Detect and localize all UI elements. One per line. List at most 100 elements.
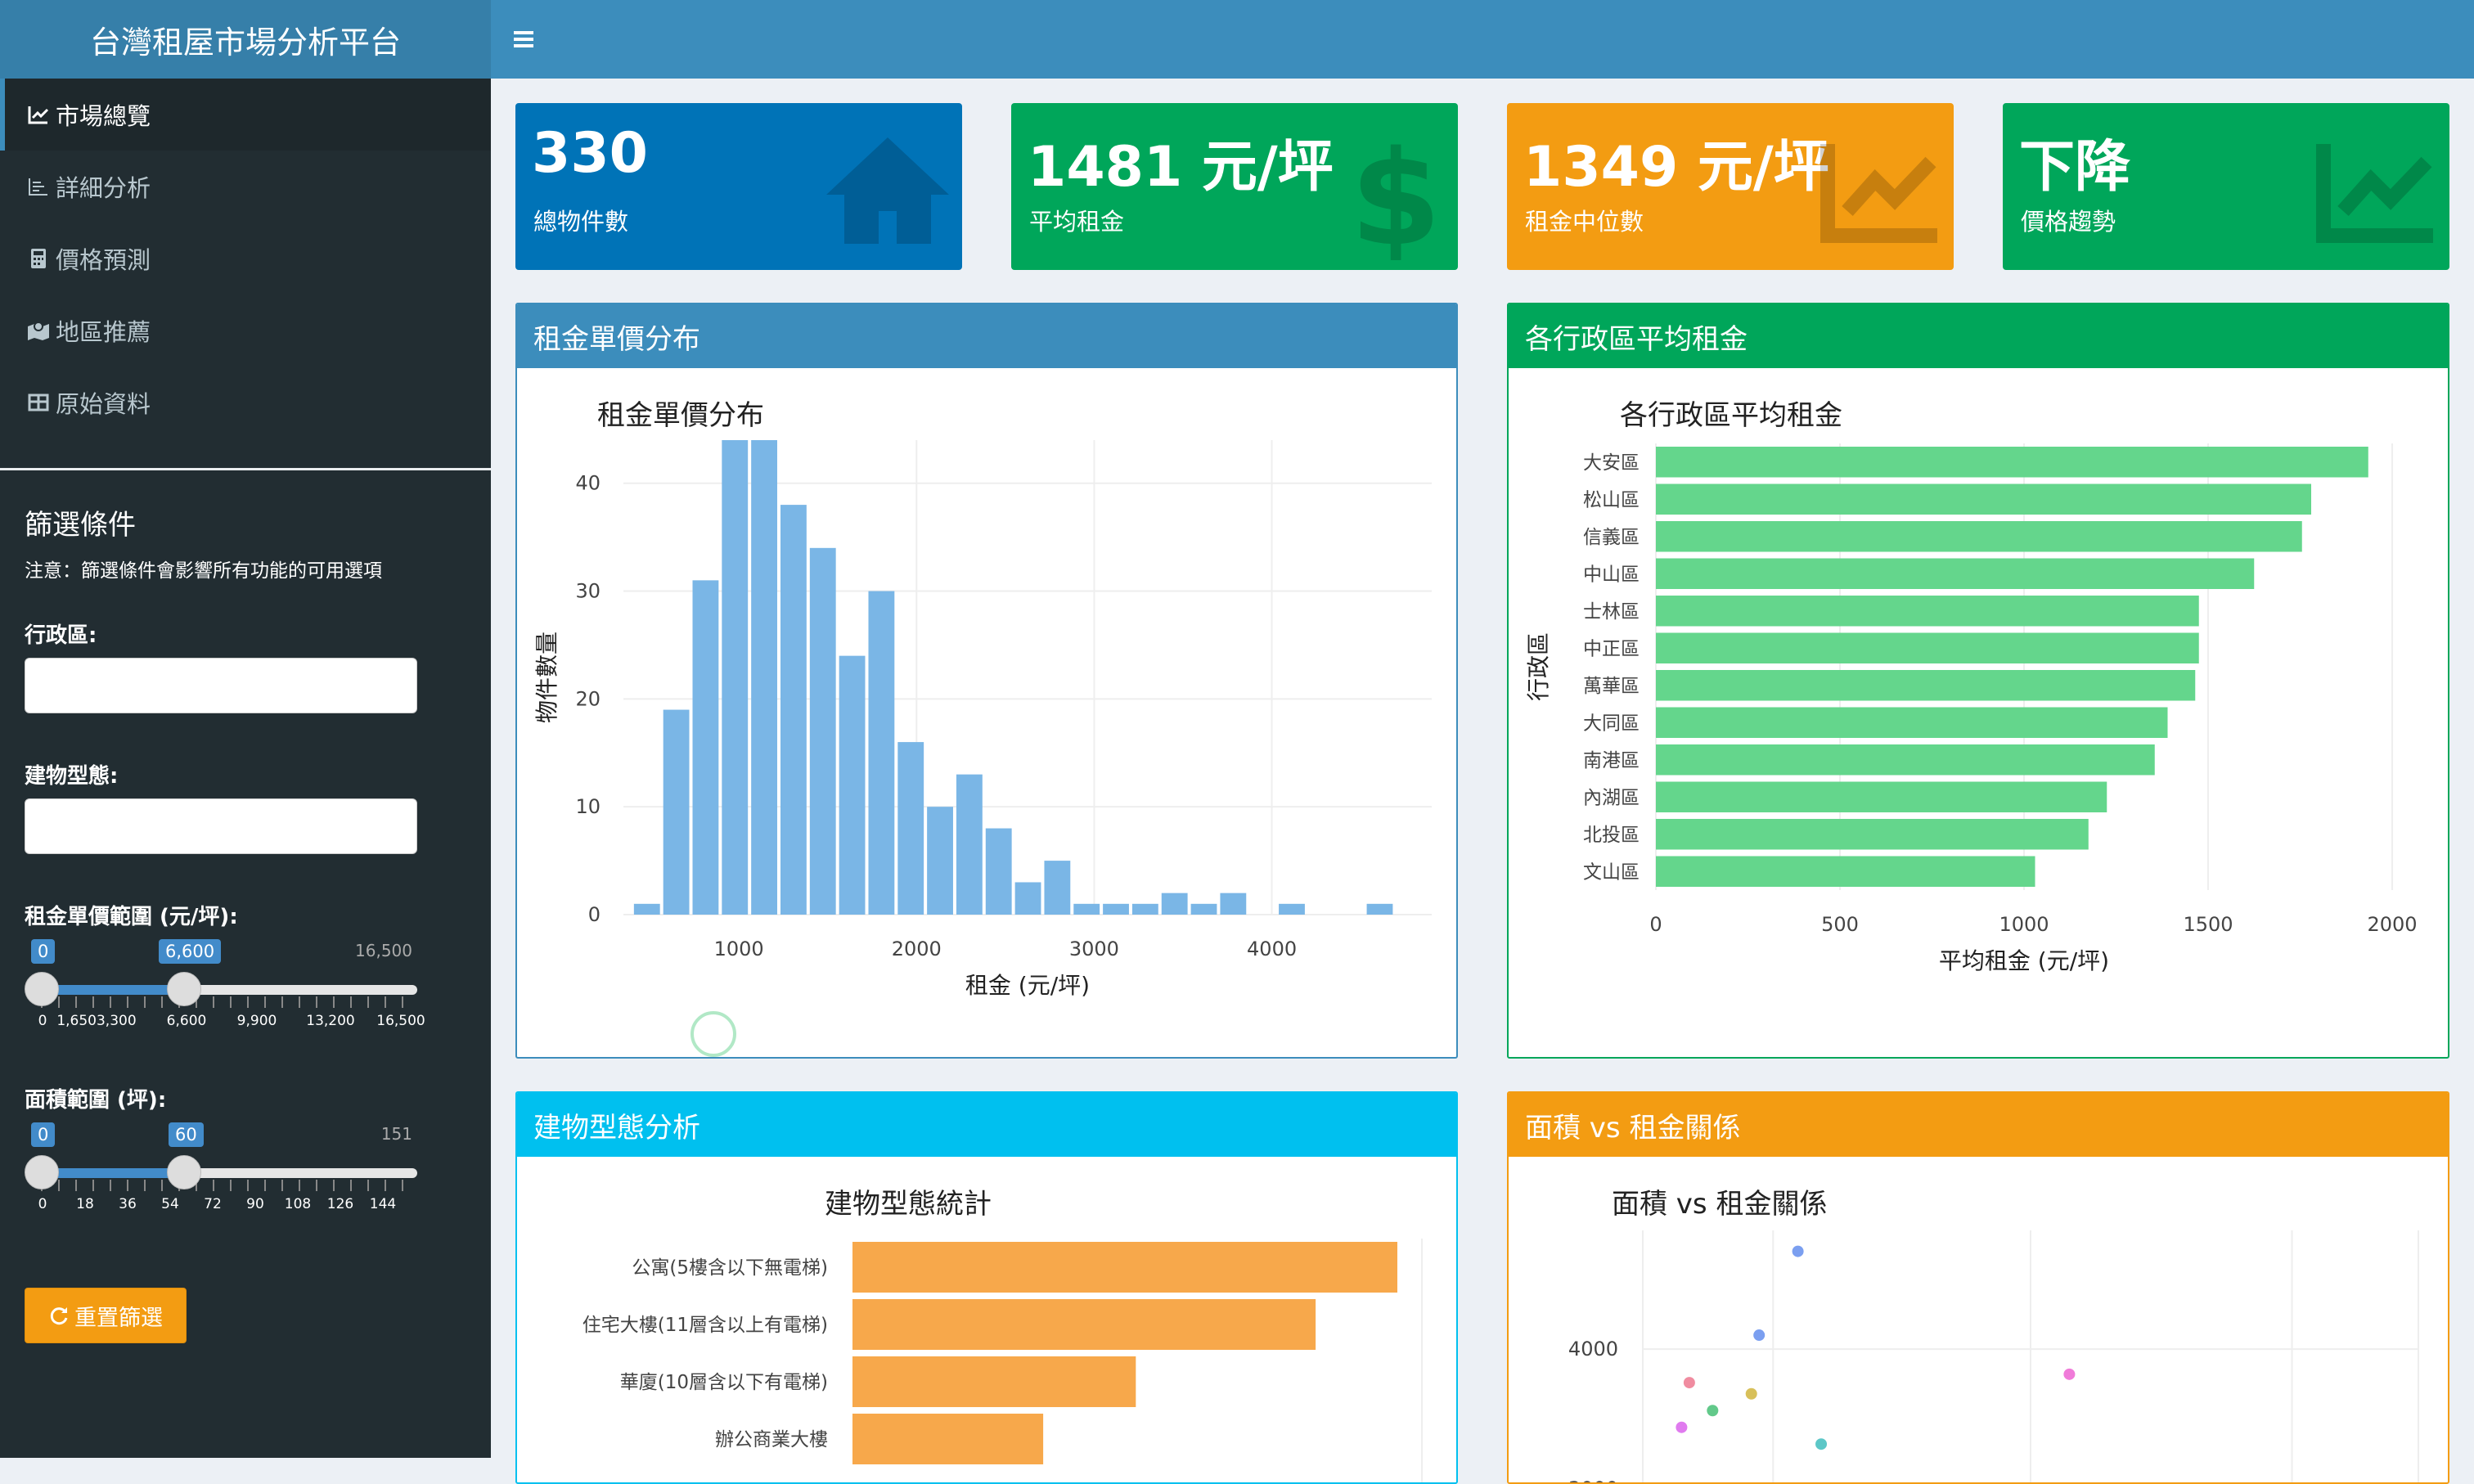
district-label: 行政區: — [25, 623, 97, 648]
filters-note: 注意：篩選條件會影響所有功能的可用選項 — [25, 560, 382, 582]
median-rent-box: 1349 元/坪 租金中位數 — [1507, 103, 1954, 270]
scatter-chart[interactable]: 3000 4000 — [1509, 1157, 2449, 1484]
area-rent-box: 面積 vs 租金關係 面積 vs 租金關係 3000 4000 — [1507, 1091, 2449, 1484]
y-axis-label: 行政區 — [1525, 632, 1552, 701]
tick-label: 16,500 — [376, 1013, 425, 1029]
tick-label: 108 — [284, 1196, 312, 1212]
top-navbar — [491, 0, 2474, 79]
sidebar-item-prediction[interactable]: 價格預測 — [0, 223, 491, 295]
value: 1481 元/坪 — [1028, 135, 1334, 200]
tick-label: 90 — [246, 1196, 264, 1212]
histogram-bar — [897, 742, 924, 915]
histogram-bar — [956, 774, 983, 915]
rent-max-tag: 6,600 — [159, 939, 222, 964]
chart-line-icon — [2316, 144, 2433, 243]
district-bar — [1656, 856, 2035, 887]
rent-range-slider[interactable]: 0 6,600 16,500 0 1,6503,300 6,600 9,900 … — [25, 939, 425, 1046]
label: 租金中位數 — [1525, 208, 1644, 236]
hamburger-icon[interactable] — [512, 21, 537, 57]
area-max-handle[interactable] — [167, 1155, 201, 1189]
sidebar-divider — [0, 468, 491, 470]
histogram-bar — [1103, 903, 1129, 915]
value: 下降 — [2019, 135, 2131, 200]
tick-label: 1,6503,300 — [56, 1013, 137, 1029]
histogram-bar — [751, 440, 777, 915]
sidebar-item-label: 原始資料 — [56, 390, 151, 418]
sidebar-item-label: 市場總覽 — [56, 102, 151, 130]
box-header: 面積 vs 租金關係 — [1509, 1093, 2448, 1157]
histogram-bar — [1279, 903, 1305, 915]
building-bar-chart[interactable]: 公寓(5樓含以下無電梯) 住宅大樓(11層含以上有電梯) 華廈(10層含以下有電梯)… — [517, 1157, 1458, 1484]
y-tick-label: 住宅大樓(11層含以上有電梯) — [583, 1315, 828, 1336]
scatter-point — [1753, 1329, 1766, 1342]
y-tick-label: 大安區 — [1583, 452, 1640, 474]
map-icon — [26, 318, 51, 343]
building-bar — [852, 1299, 1316, 1350]
label: 價格趨勢 — [2021, 208, 2116, 236]
y-tick-label: 南港區 — [1583, 750, 1640, 771]
sidebar-item-recommend[interactable]: 地區推薦 — [0, 295, 491, 367]
x-tick-label: 1000 — [714, 938, 764, 960]
total-count-box: 330 總物件數 — [515, 103, 962, 270]
tick-label: 6,600 — [166, 1013, 207, 1029]
y-axis-label: 物件數量 — [533, 632, 560, 723]
x-tick-label: 1000 — [1999, 913, 2049, 936]
sidebar-item-detail[interactable]: 詳細分析 — [0, 151, 491, 223]
district-rent-box: 各行政區平均租金 各行政區平均租金 0 500 1000 1500 2000 大安區 松山區… — [1507, 303, 2449, 1059]
tick-label: 126 — [326, 1196, 354, 1212]
area-min-handle[interactable] — [25, 1155, 59, 1189]
tick-label: 18 — [76, 1196, 94, 1212]
scatter-point — [1745, 1387, 1757, 1400]
y-tick-label: 萬華區 — [1583, 676, 1640, 697]
scatter-point — [1792, 1245, 1804, 1257]
y-tick-label: 30 — [575, 580, 601, 603]
y-tick-label: 公寓(5樓含以下無電梯) — [632, 1257, 828, 1279]
histogram-bar — [1131, 903, 1158, 915]
sidebar-item-rawdata[interactable]: 原始資料 — [0, 367, 491, 438]
area-min-tag: 0 — [31, 1122, 56, 1147]
filters-title: 篩選條件 — [25, 509, 136, 542]
histogram-bar — [809, 547, 836, 915]
tick-label: 72 — [204, 1196, 222, 1212]
chart-title: 建物型態統計 — [825, 1188, 992, 1221]
rent-min-handle[interactable] — [25, 972, 59, 1006]
histogram-bar — [1014, 882, 1041, 915]
reset-filters-button[interactable]: 重置篩選 — [25, 1288, 187, 1343]
area-range-slider[interactable]: 0 60 151 0 18 36 54 72 90 108 126 144 — [25, 1122, 417, 1229]
y-tick-label: 文山區 — [1583, 861, 1640, 883]
district-bar — [1656, 819, 2089, 850]
scatter-point — [1815, 1438, 1828, 1450]
histogram-bar — [722, 440, 749, 915]
rent-max-handle[interactable] — [167, 972, 201, 1006]
building-bar — [852, 1356, 1136, 1407]
x-axis-label: 租金 (元/坪) — [965, 972, 1090, 999]
chart-title: 面積 vs 租金關係 — [1612, 1188, 1828, 1221]
district-select[interactable] — [25, 658, 417, 713]
district-bar — [1656, 632, 2199, 663]
chart-title: 租金單價分布 — [597, 399, 764, 432]
area-limit: 151 — [380, 1124, 412, 1144]
sidebar-item-overview[interactable]: 市場總覽 — [0, 79, 491, 151]
slider-ticks — [41, 1180, 417, 1191]
district-bar — [1656, 483, 2311, 515]
area-range-label: 面積範圍 (坪): — [25, 1088, 167, 1113]
histogram-bar — [1161, 893, 1188, 915]
x-tick-label: 2000 — [892, 938, 942, 960]
building-label: 建物型態: — [25, 764, 119, 789]
x-tick-label: 4000 — [1247, 938, 1297, 960]
x-tick-label: 500 — [1821, 913, 1859, 936]
rent-range-label: 租金單價範圍 (元/坪): — [25, 905, 238, 929]
tick-label: 0 — [38, 1196, 47, 1212]
reset-label: 重置篩選 — [74, 1305, 163, 1331]
area-max-tag: 60 — [169, 1122, 204, 1147]
y-tick-label: 0 — [588, 903, 601, 926]
y-tick-label: 士林區 — [1583, 601, 1640, 623]
building-select[interactable] — [25, 798, 417, 854]
district-bar — [1656, 781, 2107, 812]
list-icon — [26, 174, 51, 199]
y-tick-label: 20 — [575, 687, 601, 710]
y-tick-label: 10 — [575, 795, 601, 818]
district-bar-chart[interactable]: 0 500 1000 1500 2000 大安區松山區信義區中山區士林區中正區萬華區大同區… — [1509, 368, 2449, 1055]
histogram-chart[interactable]: 0 10 20 30 40 1000 2000 3000 4000 租金 (元/坪) 物件數量 — [517, 368, 1458, 1055]
building-bar — [852, 1242, 1397, 1293]
